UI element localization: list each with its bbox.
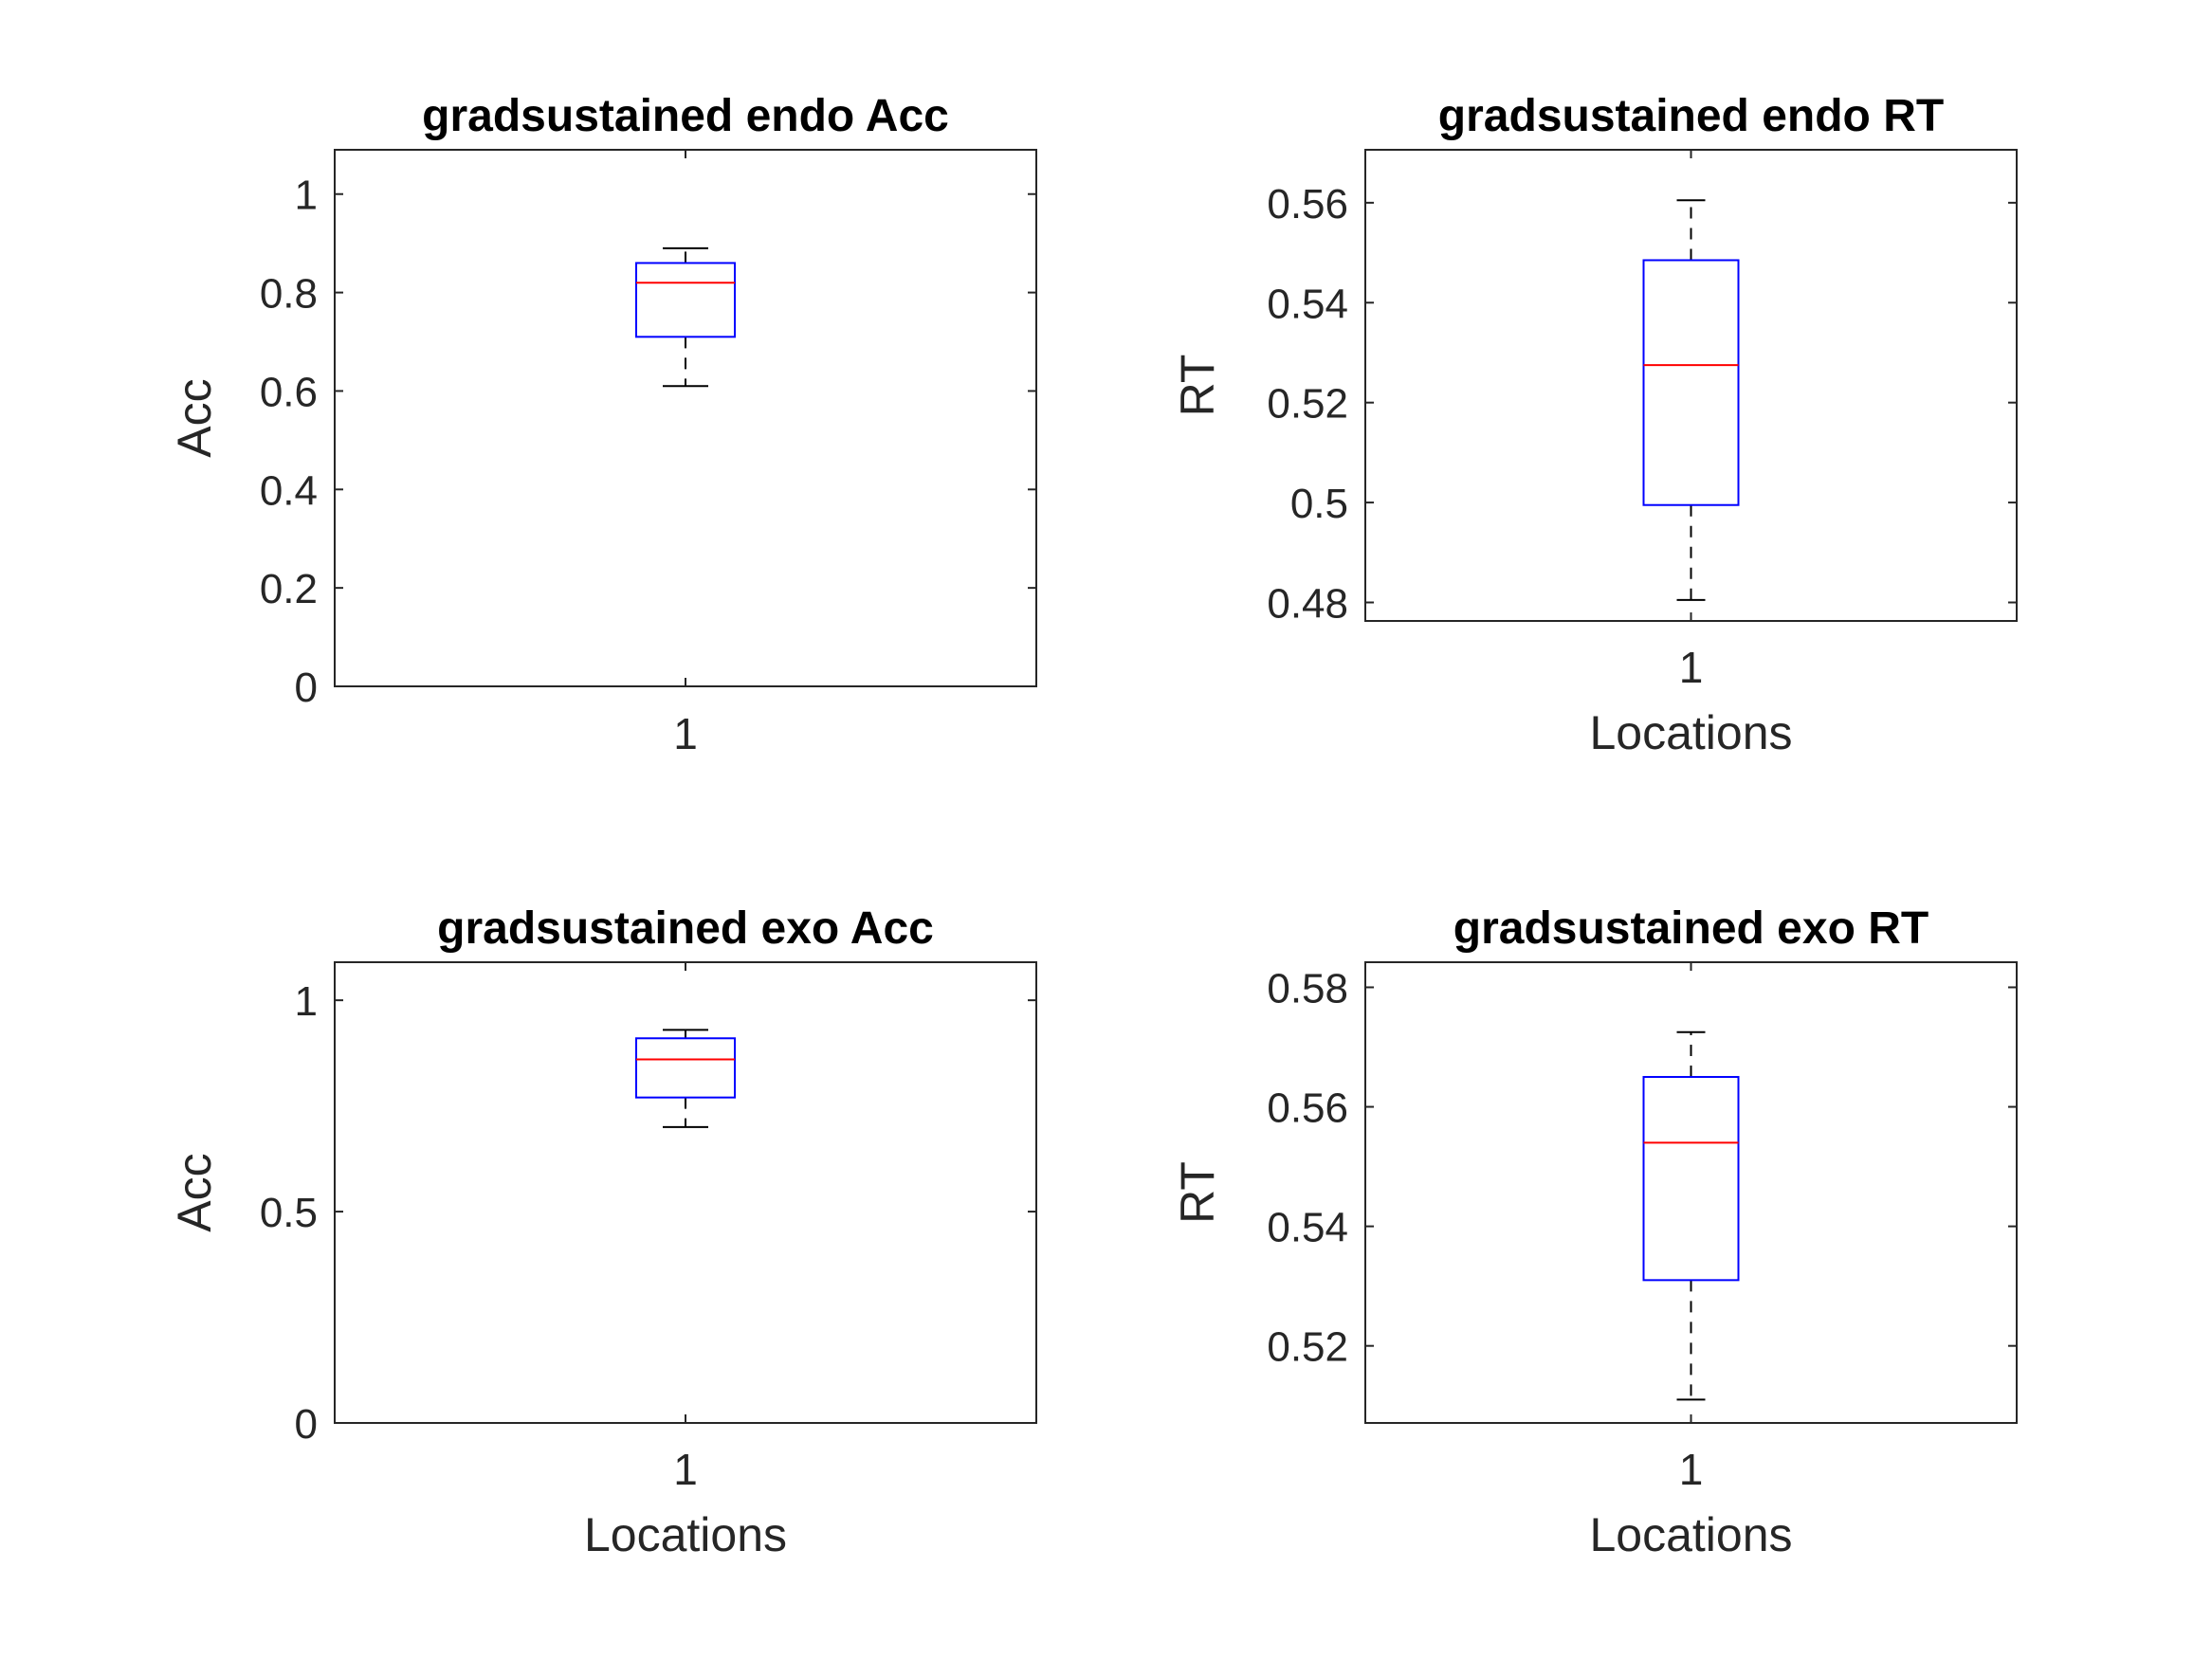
y-tick-label: 0.58 <box>1267 965 1348 1012</box>
y-axis-label: RT <box>1171 1161 1224 1224</box>
y-tick-label: 0 <box>295 665 318 711</box>
y-tick-label: 1 <box>295 978 318 1025</box>
y-tick-label: 0.54 <box>1267 1205 1348 1251</box>
subplot-3: 0 0.5 1 1 gradsustained exo Acc Acc Locations <box>168 903 1037 1561</box>
iqr-box <box>1642 259 1740 506</box>
y-tick-label: 0.56 <box>1267 181 1348 228</box>
chart-title: gradsustained endo RT <box>1438 91 1944 141</box>
y-tick-label: 0.2 <box>260 566 318 612</box>
x-axis-label: Locations <box>1589 706 1792 759</box>
y-tick-label: 0.5 <box>1290 481 1348 527</box>
x-tick-label: 1 <box>673 1445 698 1494</box>
subplot-2: 0.48 0.5 0.52 0.54 0.56 1 gradsustained endo R… <box>1171 91 2018 759</box>
y-axis-label: RT <box>1171 355 1224 417</box>
x-axis-label: Locations <box>1589 1508 1792 1561</box>
y-tick-label: 0.48 <box>1267 580 1348 627</box>
chart-title: gradsustained endo Acc <box>422 91 949 141</box>
chart-title: gradsustained exo Acc <box>437 903 934 954</box>
iqr-box <box>635 262 736 338</box>
y-tick-label: 0.56 <box>1267 1085 1348 1132</box>
chart-title: gradsustained exo RT <box>1453 903 1929 954</box>
y-axis-label: Acc <box>168 1153 221 1231</box>
y-tick-label: 0.8 <box>260 271 318 318</box>
x-tick-label: 1 <box>673 709 698 758</box>
x-tick-label: 1 <box>1679 1445 1704 1494</box>
iqr-box <box>1642 1076 1740 1282</box>
subplot-1: 0 0.2 0.4 0.6 0.8 1 1 gradsustained endo Acc Acc <box>168 91 1037 758</box>
iqr-box <box>635 1037 736 1099</box>
subplot-4: 0.52 0.54 0.56 0.58 1 gradsustained exo RT RT L… <box>1171 903 2018 1561</box>
y-tick-label: 0.54 <box>1267 281 1348 327</box>
y-tick-label: 0.5 <box>260 1190 318 1236</box>
y-tick-label: 0.4 <box>260 467 318 514</box>
axes-frame <box>334 149 1037 687</box>
y-tick-label: 0.52 <box>1267 381 1348 428</box>
y-tick-label: 1 <box>295 173 318 219</box>
x-axis-label: Locations <box>584 1508 787 1561</box>
x-tick-label: 1 <box>1679 643 1704 692</box>
y-tick-label: 0.6 <box>260 369 318 415</box>
y-axis-label: Acc <box>168 378 221 457</box>
y-tick-label: 0 <box>295 1401 318 1448</box>
y-tick-label: 0.52 <box>1267 1324 1348 1371</box>
